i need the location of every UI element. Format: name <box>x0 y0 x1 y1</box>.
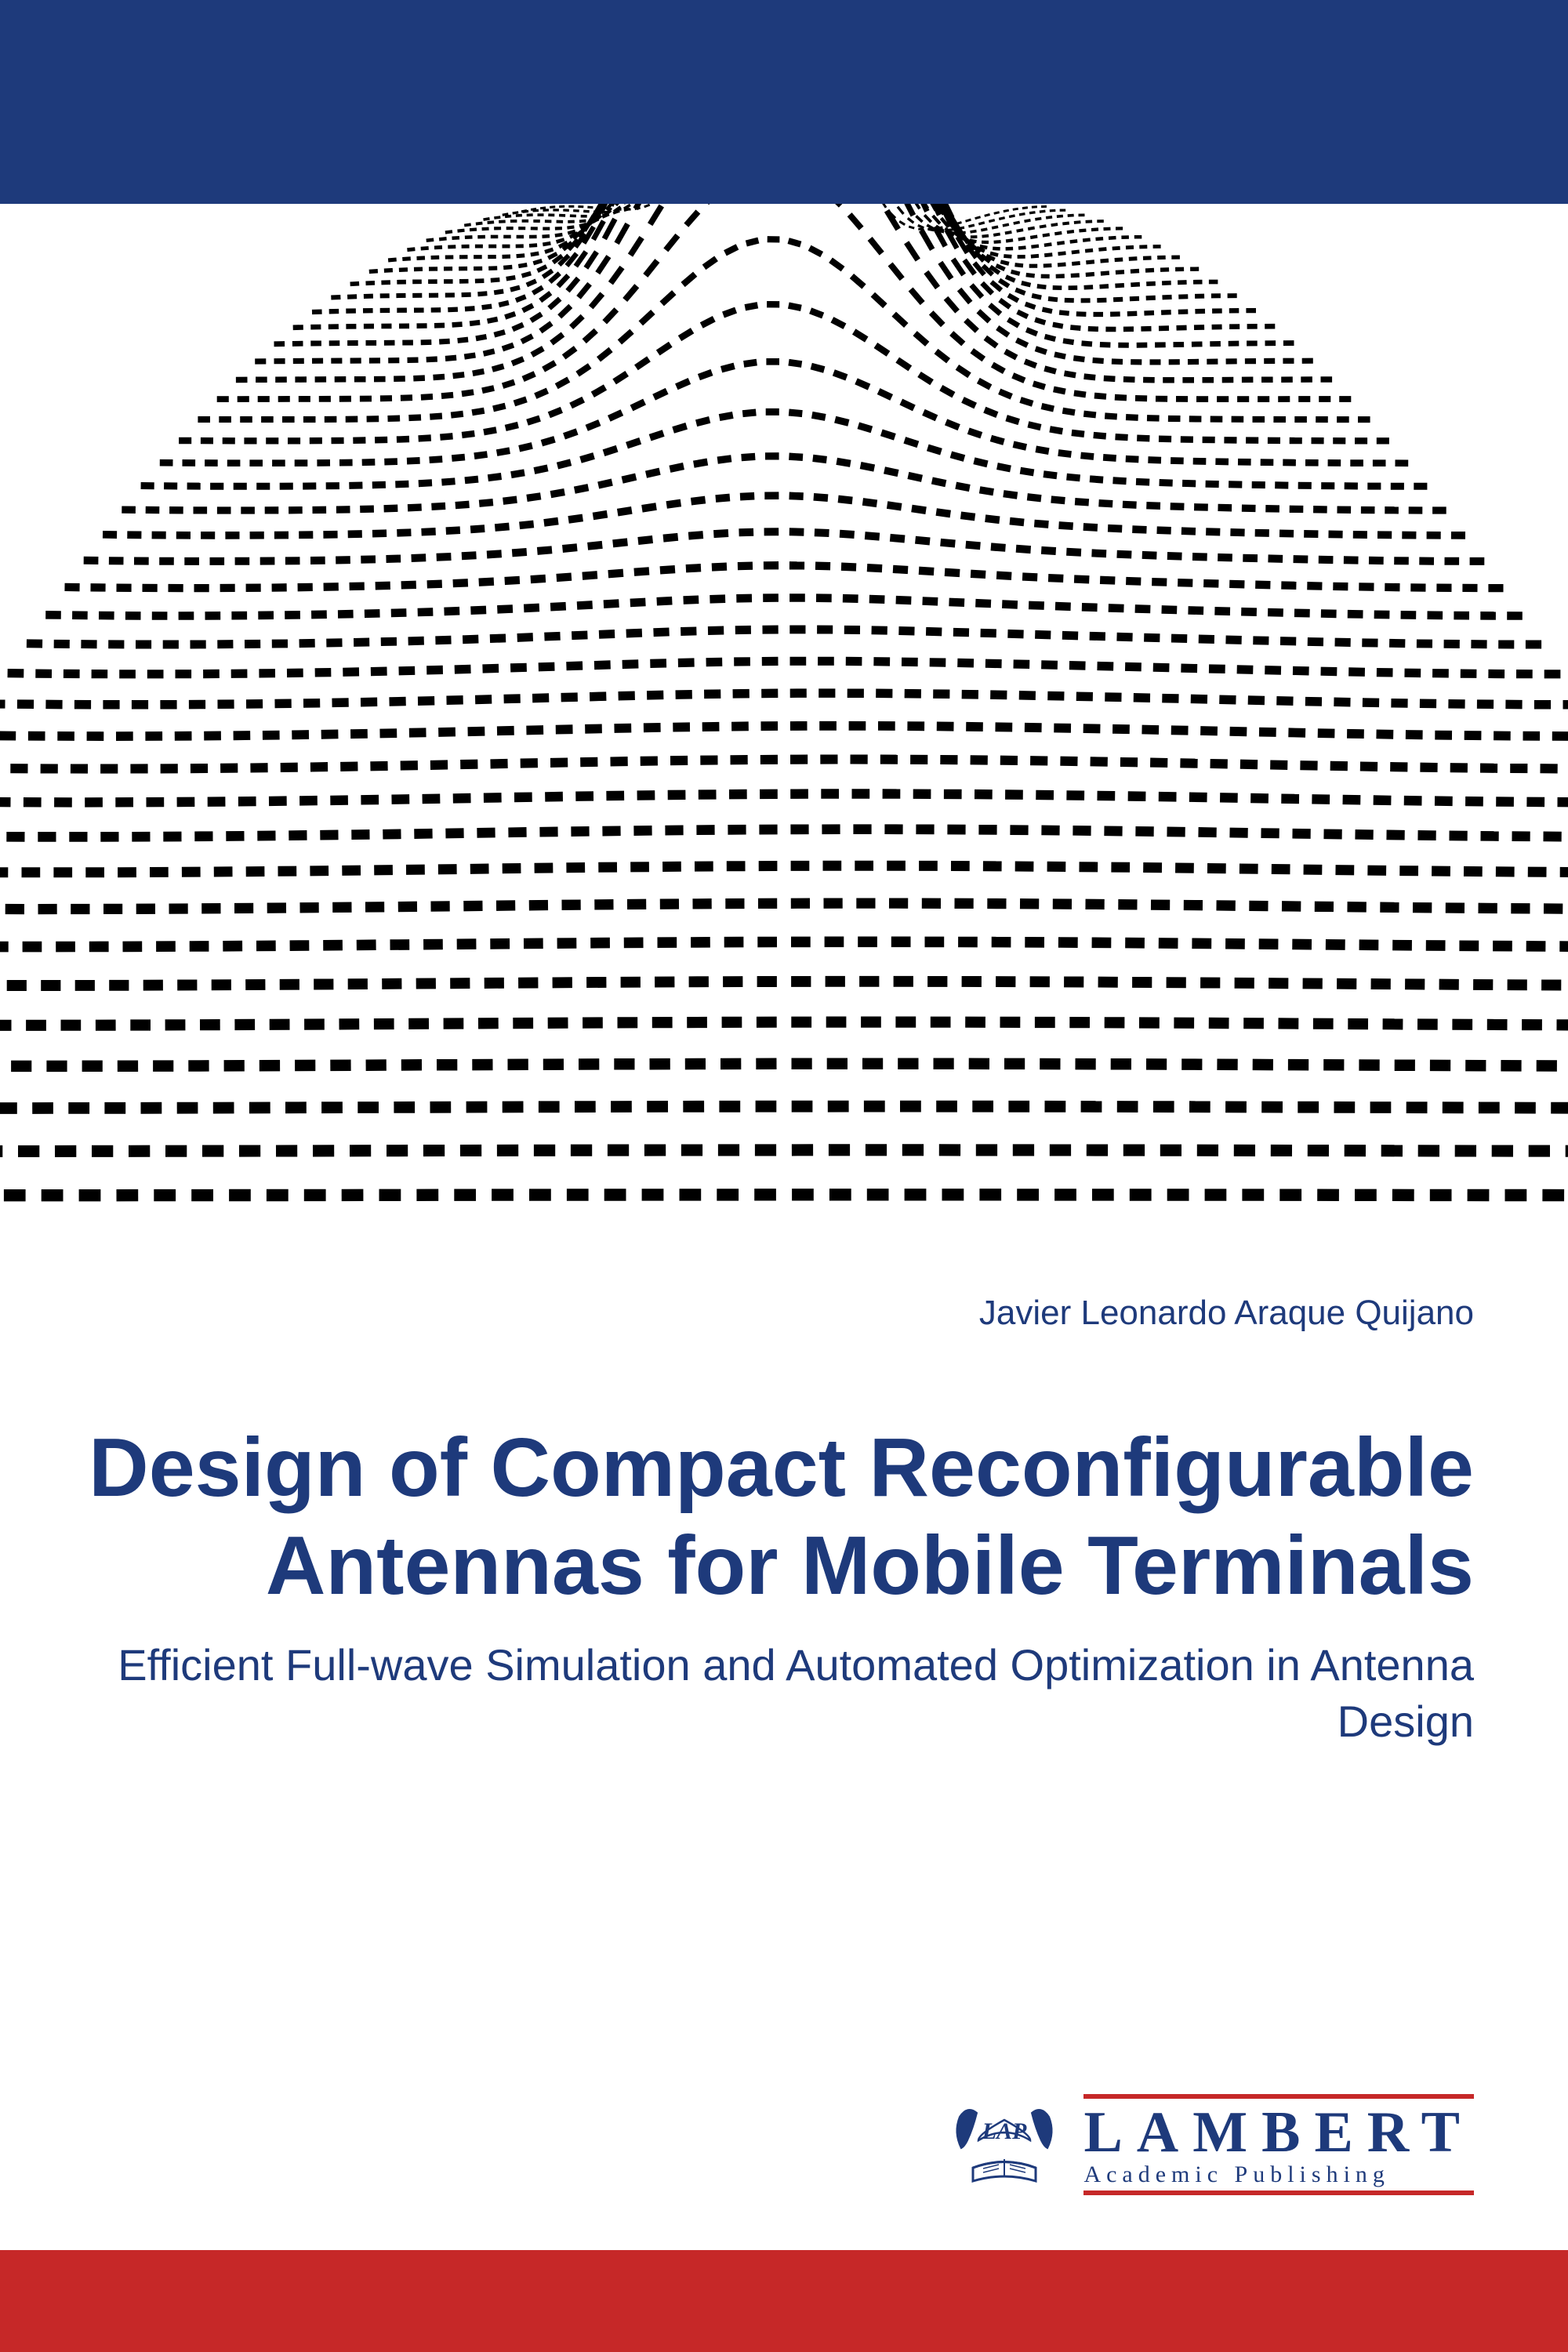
publisher-text: LAMBERT Academic Publishing <box>1083 2094 1474 2195</box>
svg-text:LAP: LAP <box>982 2118 1027 2144</box>
text-block: Javier Leonardo Araque Quijano Design of… <box>0 1270 1568 1750</box>
publisher-block: LAP LAMBERT Academic Publishing <box>946 2093 1474 2195</box>
author-name: Javier Leonardo Araque Quijano <box>78 1294 1474 1333</box>
top-bar <box>0 0 1568 204</box>
publisher-logo-icon: LAP <box>946 2093 1063 2195</box>
cover-graphic <box>0 204 1568 1215</box>
bottom-bar <box>0 2250 1568 2352</box>
publisher-name: LAMBERT <box>1083 2103 1474 2161</box>
publisher-tagline: Academic Publishing <box>1083 2161 1474 2187</box>
book-title: Design of Compact Reconfigurable Antenna… <box>78 1419 1474 1615</box>
book-subtitle: Efficient Full-wave Simulation and Autom… <box>78 1637 1474 1749</box>
